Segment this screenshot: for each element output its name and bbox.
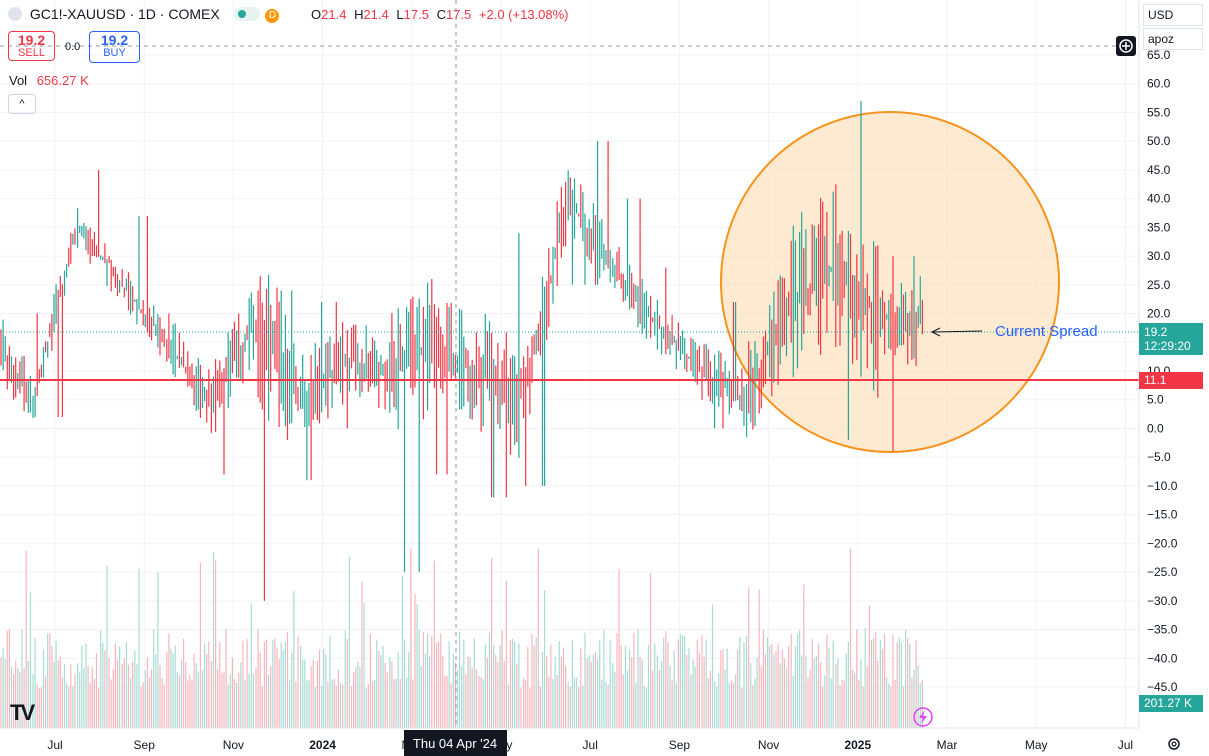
price-tick-label: −40.0 (1147, 651, 1178, 665)
time-tick-label: Jul (1118, 738, 1133, 752)
volume-price-tag: 201.27 K (1139, 695, 1203, 712)
time-tick-label: Jul (47, 738, 62, 752)
symbol-logo-icon (8, 7, 22, 21)
time-tick-label: May (1025, 738, 1048, 752)
change-value: +2.0 (+13.08%) (478, 7, 569, 22)
highlight-circle (720, 111, 1060, 453)
low-value: 17.5 (403, 7, 429, 22)
price-tick-label: 20.0 (1147, 307, 1171, 321)
volume-label: Vol (9, 73, 28, 88)
annotation-arrow[interactable] (930, 327, 983, 337)
open-value: 21.4 (321, 7, 347, 22)
volume-legend: Vol 656.27 K (9, 73, 89, 88)
time-tick-label: Jul (583, 738, 598, 752)
close-key: C (436, 7, 446, 22)
sell-price: 19.2 (17, 32, 46, 48)
time-tick-label: Mar (937, 738, 958, 752)
buy-price: 19.2 (100, 32, 129, 48)
price-tick-label: 0.0 (1147, 421, 1164, 435)
price-tick-label: 50.0 (1147, 134, 1171, 148)
price-tick-label: −30.0 (1147, 594, 1178, 608)
time-tick-label: 2025 (844, 738, 871, 752)
symbol-header[interactable]: GC1!-XAUUSD · 1D · COMEX D (8, 6, 280, 23)
countdown-timer: 12:29:20 (1144, 339, 1191, 353)
hline-price-tag: 11.1 (1139, 372, 1203, 389)
price-tick-label: −10.0 (1147, 479, 1178, 493)
price-tick-label: 65.0 (1147, 48, 1171, 62)
time-tick-label: Nov (758, 738, 779, 752)
price-scale-ticks: 65.0 60.0 55.0 50.0 45.0 40.0 35.0 30.0 25.0 20.0… (1147, 48, 1178, 694)
price-tick-label: 40.0 (1147, 192, 1171, 206)
price-tick-label: 35.0 (1147, 220, 1171, 234)
volume-bars (0, 548, 924, 728)
delay-badge: D (265, 9, 280, 23)
price-tick-label: −15.0 (1147, 508, 1178, 522)
time-tick-label: Sep (669, 738, 691, 752)
unit-button[interactable]: apoz (1143, 28, 1203, 50)
open-key: O (311, 7, 322, 22)
sell-label: SELL (18, 47, 45, 59)
price-tick-label: −20.0 (1147, 536, 1178, 550)
buy-label: BUY (103, 47, 126, 59)
price-tick-label: −35.0 (1147, 623, 1178, 637)
price-candles (0, 100, 924, 601)
market-status-icon (233, 7, 260, 21)
price-tick-label: 60.0 (1147, 77, 1171, 91)
plus-button[interactable] (1116, 36, 1136, 56)
collapse-legend-button[interactable]: ^ (8, 94, 36, 114)
svg-text:Thu 04 Apr '24: Thu 04 Apr '24 (413, 736, 497, 751)
price-tick-label: 30.0 (1147, 249, 1171, 263)
high-key: H (354, 7, 364, 22)
volume-value: 656.27 K (36, 73, 89, 88)
high-value: 21.4 (363, 7, 389, 22)
tradingview-logo[interactable]: TV (10, 700, 35, 725)
time-tick-label: 2024 (309, 738, 336, 752)
time-scale-ticks: JulSepNov2024MarMayJulSepNov2025MarMayJu… (47, 738, 1133, 752)
last-price-value: 19.2 (1144, 325, 1168, 339)
crosshair-date-label: Thu 04 Apr '24 (404, 730, 507, 756)
price-tick-label: 5.0 (1147, 393, 1164, 407)
low-key: L (396, 7, 404, 22)
price-tick-label: 45.0 (1147, 163, 1171, 177)
price-tick-label: 25.0 (1147, 278, 1171, 292)
price-tick-label: −25.0 (1147, 565, 1178, 579)
symbol-title[interactable]: GC1!-XAUUSD · 1D · COMEX (29, 6, 220, 22)
lightning-icon[interactable] (913, 707, 933, 727)
price-tick-label: −5.0 (1147, 450, 1171, 464)
buy-button[interactable]: 19.2 BUY (89, 31, 140, 63)
sell-button[interactable]: 19.2 SELL (8, 31, 55, 61)
price-tick-label: −45.0 (1147, 680, 1178, 694)
last-price-tag: 19.2 12:29:20 (1139, 323, 1203, 355)
ohlc-values: O21.4 H21.4 L17.5 C17.5 +2.0 (+13.08%) (311, 7, 573, 22)
spread-value: 0.0 (65, 41, 81, 53)
price-tick-label: 55.0 (1147, 105, 1171, 119)
close-value: 17.5 (445, 7, 472, 22)
time-tick-label: Sep (134, 738, 156, 752)
time-tick-label: Nov (223, 738, 244, 752)
settings-gear-icon[interactable] (1168, 738, 1180, 750)
currency-button[interactable]: USD (1143, 4, 1203, 26)
annotation-text[interactable]: Current Spread (995, 323, 1098, 340)
